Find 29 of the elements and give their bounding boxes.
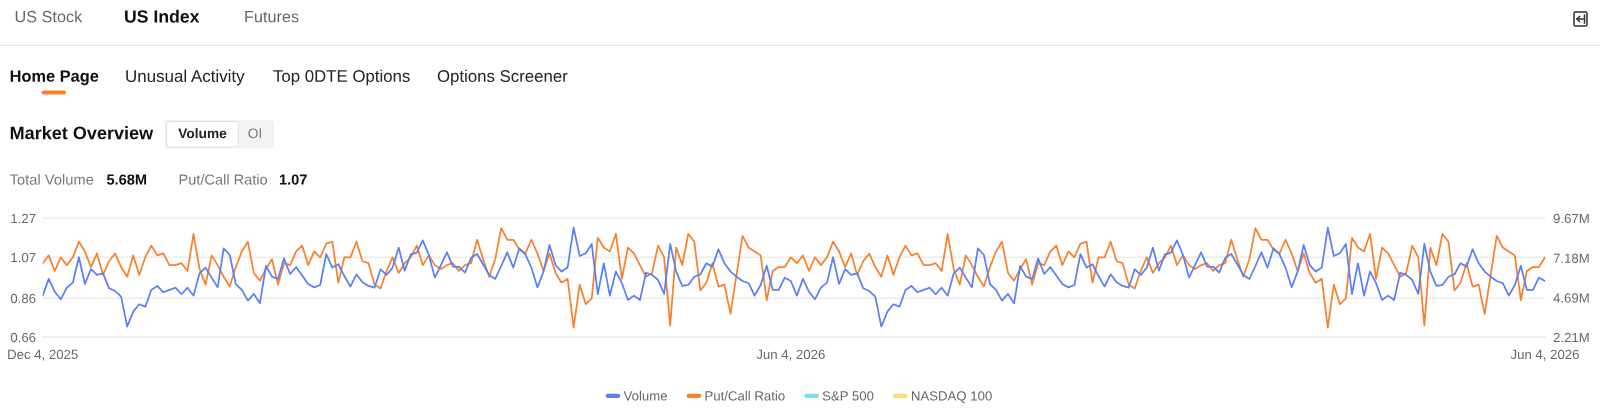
text: Unusual Activity xyxy=(126,69,245,86)
x-tick-label: Jun 4, 2026 xyxy=(1510,349,1579,361)
legend-label: S&P 500 xyxy=(822,391,874,401)
y-tick-label: 1.07 xyxy=(11,252,36,263)
text: US Stock xyxy=(15,10,83,23)
text: 5.68M xyxy=(106,174,147,185)
y-tick-label: 1.27 xyxy=(11,213,36,224)
legend-label: Volume xyxy=(623,390,667,401)
text: Futures xyxy=(245,11,299,23)
text: Home Page xyxy=(10,70,99,86)
text: US Index xyxy=(125,9,200,23)
x-tick-label: Jun 4, 2026 xyxy=(756,349,825,361)
x-tick-label: Dec 4, 2025 xyxy=(8,349,78,361)
y-tick-label: 0.66 xyxy=(10,332,36,343)
y2-tick-label: 4.69M xyxy=(1553,293,1589,303)
text: OI xyxy=(248,128,261,139)
text: Top 0DTE Options xyxy=(273,69,410,86)
text: 1.07 xyxy=(279,174,307,185)
y-tick-label: 0.86 xyxy=(10,293,36,304)
legend-label: Put/Call Ratio xyxy=(705,390,785,401)
text: Put/Call Ratio xyxy=(179,174,268,185)
text: Options Screener xyxy=(437,69,568,86)
y2-tick-label: 7.18M xyxy=(1553,253,1589,263)
legend-label: NASDAQ 100 xyxy=(911,391,992,403)
y2-tick-label: 9.67M xyxy=(1553,213,1589,224)
y2-tick-label: 2.21M xyxy=(1553,332,1589,343)
text: Volume xyxy=(178,128,227,139)
chart-title: Market Overview xyxy=(10,126,154,140)
text: Total Volume xyxy=(9,173,94,185)
